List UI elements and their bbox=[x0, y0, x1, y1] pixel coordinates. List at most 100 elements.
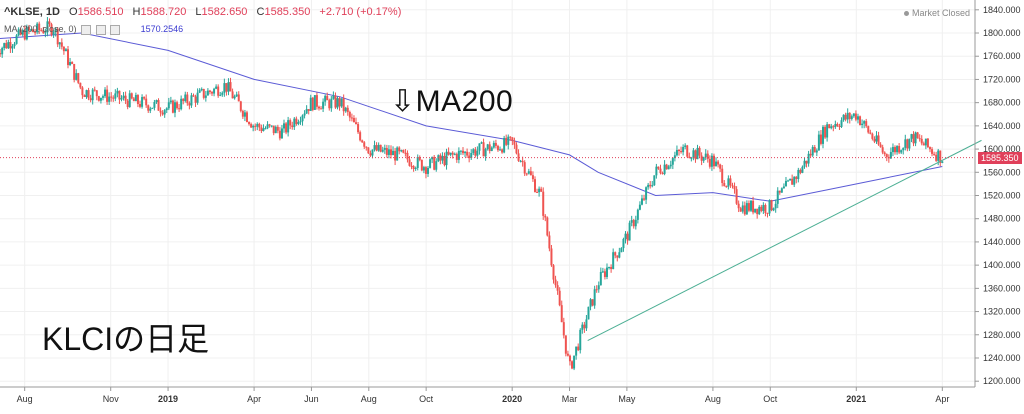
candle-body bbox=[453, 153, 456, 155]
candle-body bbox=[824, 126, 827, 138]
candle-body bbox=[645, 187, 648, 200]
candle-body bbox=[844, 114, 847, 120]
candle-body bbox=[712, 155, 715, 167]
candle-body bbox=[159, 110, 162, 113]
candle-body bbox=[104, 89, 107, 97]
candle-body bbox=[702, 157, 705, 161]
candle-body bbox=[519, 160, 522, 162]
candle-body bbox=[673, 155, 676, 159]
candle-body bbox=[568, 355, 571, 362]
candle-body bbox=[527, 171, 530, 174]
candle-body bbox=[822, 126, 825, 144]
candle-body bbox=[260, 127, 263, 132]
candle-body bbox=[3, 43, 6, 49]
eye-icon[interactable] bbox=[81, 24, 92, 35]
candle-body bbox=[661, 173, 664, 175]
candle-body bbox=[439, 155, 442, 161]
symbol-label[interactable]: ^KLSE, 1D bbox=[4, 6, 60, 18]
y-tick-label: 1800.000 bbox=[983, 28, 1021, 38]
candle-body bbox=[394, 150, 397, 161]
candle-body bbox=[542, 191, 545, 216]
close-icon[interactable] bbox=[110, 24, 121, 35]
candle-body bbox=[73, 63, 76, 80]
candle-body bbox=[643, 198, 646, 200]
candle-body bbox=[377, 144, 380, 151]
candle-body bbox=[311, 97, 314, 110]
candle-body bbox=[93, 89, 96, 91]
y-tick-label: 1480.000 bbox=[983, 214, 1021, 224]
candle-body bbox=[562, 322, 565, 336]
candle-body bbox=[225, 83, 228, 92]
candle-body bbox=[153, 102, 156, 108]
candle-body bbox=[447, 151, 450, 155]
candle-body bbox=[99, 97, 102, 101]
candle-body bbox=[23, 30, 26, 40]
candle-body bbox=[856, 116, 859, 120]
y-tick-label: 1600.000 bbox=[983, 144, 1021, 154]
candle-body bbox=[373, 145, 376, 150]
candle-body bbox=[287, 120, 290, 133]
candle-body bbox=[854, 113, 857, 120]
candle-body bbox=[36, 23, 39, 33]
candle-body bbox=[618, 252, 621, 258]
candle-body bbox=[299, 121, 302, 123]
candle-body bbox=[859, 116, 862, 125]
candle-body bbox=[451, 152, 454, 155]
candle-body bbox=[134, 95, 137, 102]
candle-body bbox=[595, 289, 598, 291]
candle-body bbox=[776, 190, 779, 204]
candle-body bbox=[667, 166, 670, 170]
candle-body bbox=[566, 353, 569, 356]
candle-body bbox=[320, 108, 323, 110]
candle-body bbox=[478, 143, 481, 151]
candle-body bbox=[60, 42, 63, 47]
candle-body bbox=[29, 29, 32, 31]
candle-body bbox=[517, 153, 520, 161]
x-tick-label: Aug bbox=[17, 394, 33, 404]
y-tick-label: 1320.000 bbox=[983, 307, 1021, 317]
candle-body bbox=[89, 98, 92, 101]
candle-body bbox=[715, 161, 718, 167]
candle-body bbox=[289, 120, 292, 126]
candle-body bbox=[268, 124, 271, 126]
candle-body bbox=[414, 167, 417, 169]
down-arrow-icon: ⇩ bbox=[390, 85, 416, 118]
candle-body bbox=[902, 147, 905, 151]
candle-body bbox=[649, 184, 652, 187]
trendline bbox=[587, 139, 982, 342]
candle-body bbox=[807, 153, 810, 164]
candle-body bbox=[276, 126, 279, 131]
candle-body bbox=[752, 200, 755, 213]
candle-body bbox=[717, 161, 720, 165]
candle-body bbox=[774, 203, 777, 209]
candle-body bbox=[591, 299, 594, 306]
candle-body bbox=[480, 142, 483, 144]
candle-body bbox=[437, 155, 440, 162]
candle-body bbox=[11, 46, 14, 49]
candle-body bbox=[429, 159, 432, 168]
candle-body bbox=[132, 98, 135, 102]
candle-body bbox=[408, 159, 411, 166]
ma200-annotation: ⇩MA200 bbox=[390, 84, 513, 119]
candle-body bbox=[130, 93, 133, 99]
candle-body bbox=[675, 150, 678, 156]
ma200-label: MA200 bbox=[415, 85, 514, 118]
indicator-label[interactable]: MA (200, close, 0) bbox=[4, 24, 77, 34]
market-status-text: Market Closed bbox=[911, 8, 970, 18]
candle-body bbox=[634, 219, 637, 227]
candle-body bbox=[250, 124, 253, 128]
candle-body bbox=[332, 95, 335, 99]
close-value: 1585.350 bbox=[264, 6, 311, 18]
candle-body bbox=[852, 113, 855, 117]
candle-body bbox=[729, 178, 732, 186]
chart-title-annotation: KLCIの日足 bbox=[42, 321, 210, 357]
candle-body bbox=[110, 96, 113, 98]
candle-body bbox=[700, 155, 703, 161]
candle-body bbox=[778, 190, 781, 193]
candle-body bbox=[834, 124, 837, 128]
candle-body bbox=[710, 155, 713, 167]
candle-body bbox=[647, 184, 650, 188]
settings-icon[interactable] bbox=[95, 24, 106, 35]
